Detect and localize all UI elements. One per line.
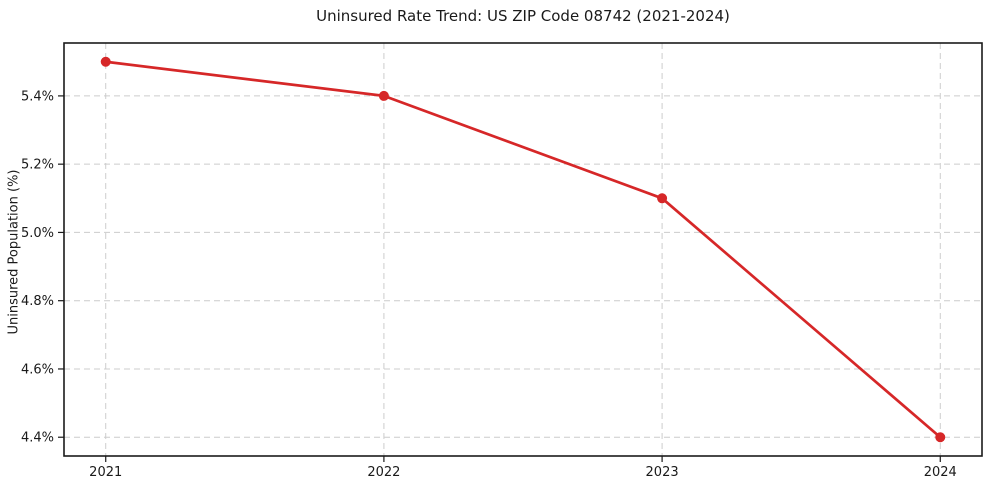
data-point-marker [100,56,111,67]
y-tick-label: 5.0% [21,226,54,241]
data-point-marker [935,432,946,443]
chart-title: Uninsured Rate Trend: US ZIP Code 08742 … [316,7,730,25]
x-tick-label: 2021 [89,465,122,480]
y-tick-label: 5.4% [21,89,54,104]
y-tick-label: 4.6% [21,362,54,377]
data-point-marker [657,193,668,204]
plot-border [63,42,983,457]
y-tick-label: 4.4% [21,431,54,446]
trend-line [104,60,942,439]
data-point-marker [378,90,389,101]
x-tick-label: 2022 [367,465,400,480]
x-tick-label: 2023 [646,465,679,480]
y-tick-label: 4.8% [21,294,54,309]
x-tick-label: 2024 [924,465,957,480]
y-tick-label: 5.2% [21,158,54,173]
